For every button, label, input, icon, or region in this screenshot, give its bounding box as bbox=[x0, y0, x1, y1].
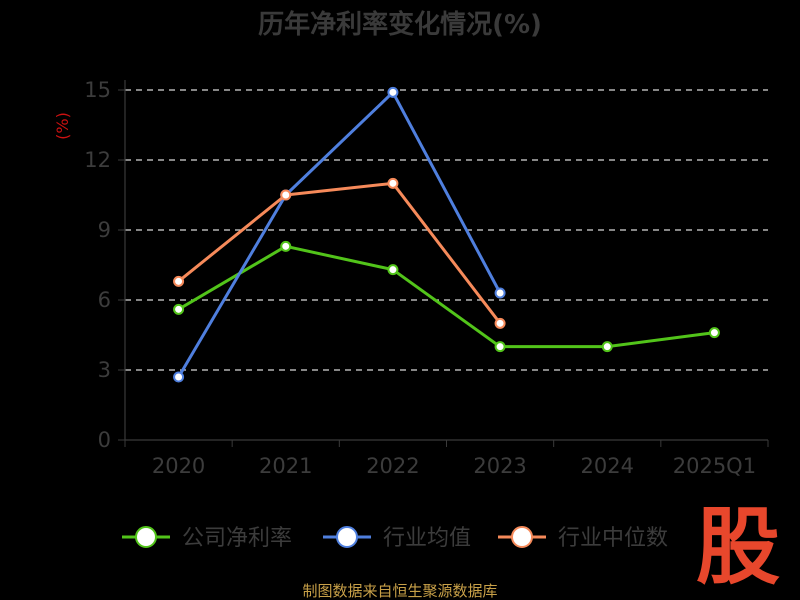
legend-item-2: 行业中位数 bbox=[498, 526, 668, 551]
y-axis-unit: (%) bbox=[53, 112, 72, 140]
x-tick-label: 2020 bbox=[152, 454, 205, 478]
y-tick-labels: 0 3 6 9 12 15 bbox=[84, 78, 111, 452]
y-tick-label: 6 bbox=[98, 288, 111, 312]
x-tick-label: 2023 bbox=[473, 454, 526, 478]
data-point bbox=[387, 264, 399, 276]
x-tick-label: 2024 bbox=[581, 454, 634, 478]
legend-label: 行业中位数 bbox=[558, 526, 668, 551]
data-point bbox=[280, 189, 292, 201]
x-tick-label: 2021 bbox=[259, 454, 312, 478]
data-point bbox=[708, 327, 720, 339]
data-point bbox=[494, 287, 506, 299]
legend: 公司净利率 行业均值 行业中位数 bbox=[122, 526, 668, 551]
legend-swatch-marker bbox=[135, 526, 157, 548]
data-point bbox=[601, 341, 613, 353]
brand-logo: 股 bbox=[696, 498, 780, 596]
series-line bbox=[177, 244, 715, 349]
y-tick-label: 0 bbox=[98, 428, 111, 452]
x-tick-labels: 2020 2021 2022 2023 2024 2025Q1 bbox=[152, 454, 756, 478]
series-layer bbox=[173, 86, 720, 383]
data-point bbox=[173, 371, 185, 383]
source-note: 制图数据来自恒生聚源数据库 bbox=[302, 582, 497, 600]
x-tick-label: 2025Q1 bbox=[673, 454, 756, 478]
data-point bbox=[494, 317, 506, 329]
grid-lines bbox=[125, 89, 768, 371]
series-line bbox=[177, 90, 502, 378]
y-tick-label: 15 bbox=[84, 78, 111, 102]
data-point bbox=[280, 240, 292, 252]
data-point bbox=[173, 303, 185, 315]
legend-item-1: 行业均值 bbox=[323, 526, 471, 551]
y-tick-label: 3 bbox=[98, 358, 111, 382]
axes bbox=[118, 80, 769, 447]
series-1 bbox=[173, 86, 506, 383]
legend-label: 公司净利率 bbox=[182, 526, 292, 551]
y-tick-label: 9 bbox=[98, 218, 111, 242]
series-0 bbox=[173, 240, 720, 353]
legend-swatch-marker bbox=[511, 526, 533, 548]
data-point bbox=[387, 177, 399, 189]
data-point bbox=[387, 86, 399, 98]
series-line bbox=[177, 181, 502, 325]
chart-title: 历年净利率变化情况(%) bbox=[258, 9, 542, 40]
data-point bbox=[173, 275, 185, 287]
legend-item-0: 公司净利率 bbox=[122, 526, 292, 551]
x-tick-label: 2022 bbox=[366, 454, 419, 478]
legend-swatch-marker bbox=[336, 526, 358, 548]
data-point bbox=[494, 341, 506, 353]
y-tick-label: 12 bbox=[84, 148, 111, 172]
legend-label: 行业均值 bbox=[383, 526, 471, 551]
series-2 bbox=[173, 177, 506, 329]
